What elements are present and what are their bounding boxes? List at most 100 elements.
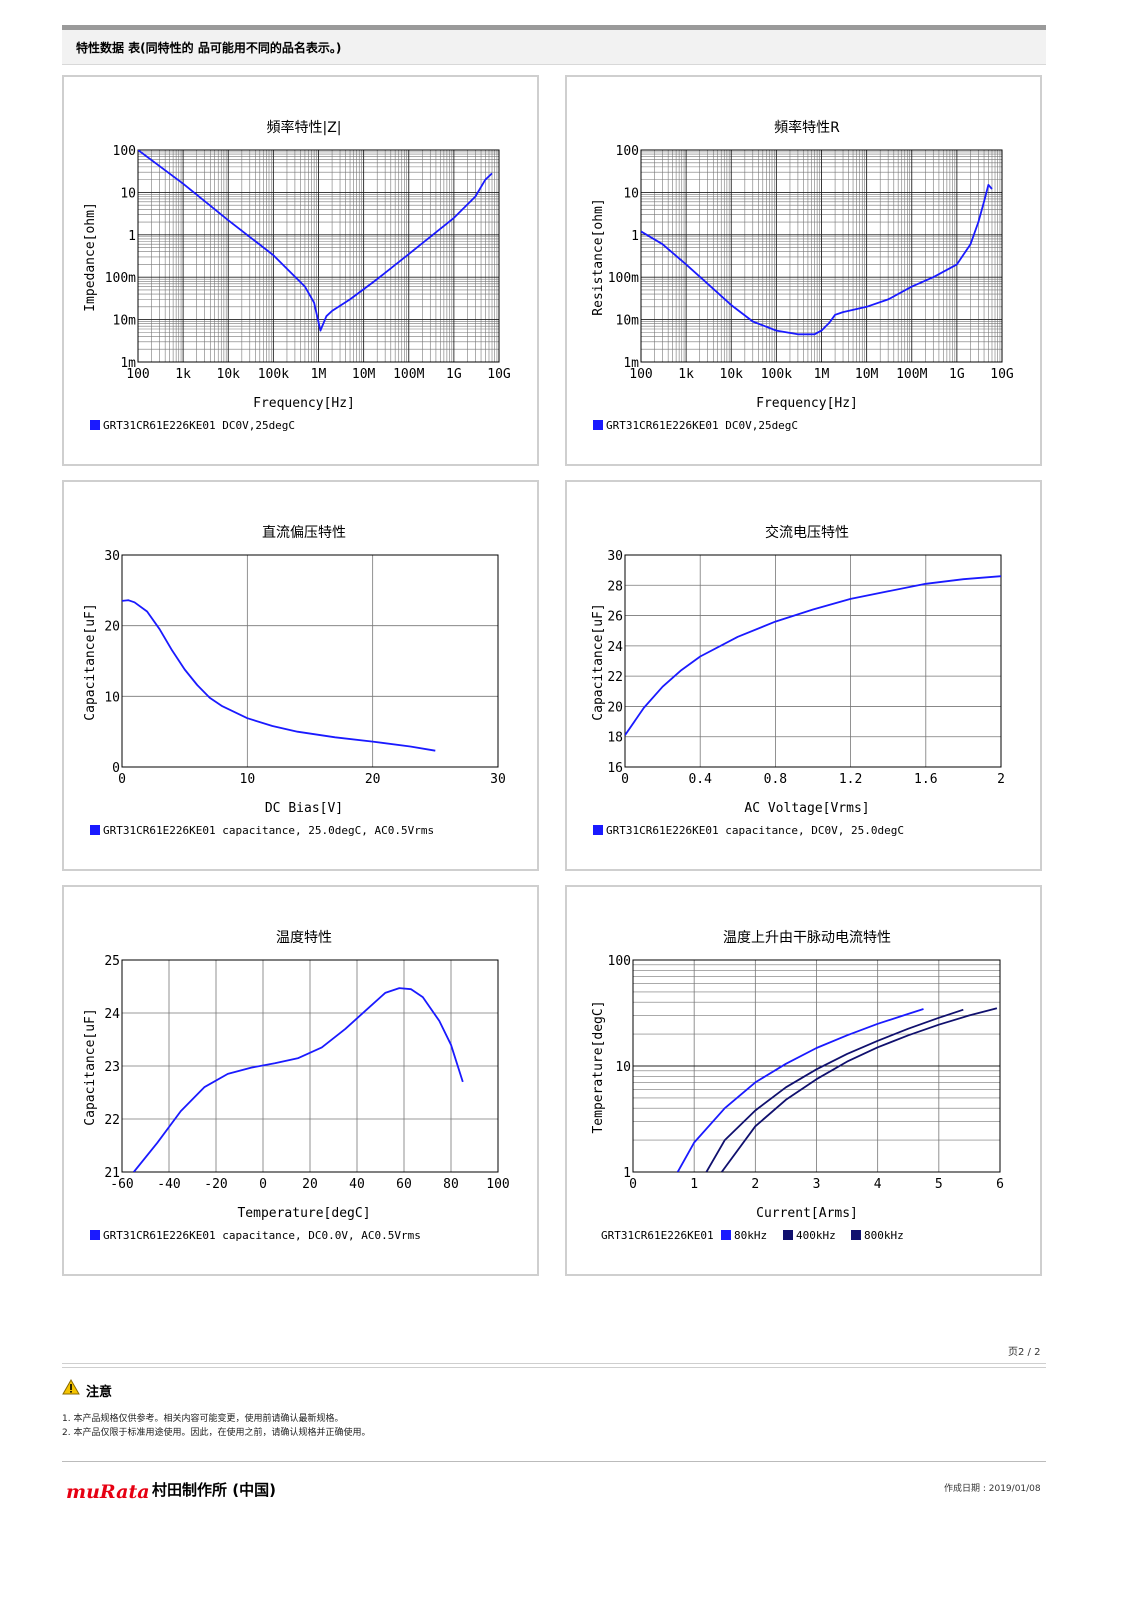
legend-swatch: [90, 825, 100, 835]
chart-panel-ripple-current: 温度上升由干脉动电流特性 0 1 2 3 4 5 6 1 10 100 Current[Arms] Te…: [565, 885, 1042, 1276]
y-tick-label: 100m: [608, 271, 639, 286]
x-tick-label: 100k: [761, 367, 792, 382]
notice-title: 注意: [86, 1385, 113, 1400]
x-tick-label: -60: [110, 1177, 133, 1192]
x-tick-label: 100: [629, 367, 652, 382]
series-line-1: [676, 1008, 924, 1172]
plot-frame: [137, 149, 500, 363]
x-tick-label: 0: [118, 772, 126, 787]
series-line-1: [122, 599, 436, 752]
x-tick-label: 10: [240, 772, 256, 787]
y-tick-label: 21: [104, 1166, 120, 1181]
plot-area: [624, 554, 1002, 768]
legend-swatch: [721, 1230, 731, 1240]
chart-impedance: 頻率特性|Z| 100 1k 10k 100k 1M 10M 100M 1G 10G 1m 10m 10…: [83, 119, 511, 432]
legend-swatch: [90, 1230, 100, 1240]
plot-frame: [640, 149, 1003, 363]
y-axis-label: Temperature[degC]: [591, 1000, 606, 1133]
y-tick-label: 24: [104, 1007, 120, 1022]
x-tick-label: 10G: [487, 367, 511, 382]
x-tick-label: 20: [302, 1177, 318, 1192]
y-tick-label: 100m: [105, 271, 136, 286]
y-axis-label: Impedance[ohm]: [83, 202, 98, 312]
x-tick-label: 30: [490, 772, 506, 787]
x-tick-label: 40: [349, 1177, 365, 1192]
y-tick-label: 1m: [623, 356, 639, 371]
x-tick-label: 20: [365, 772, 381, 787]
series-line-1: [138, 150, 493, 332]
x-tick-label: 100: [486, 1177, 509, 1192]
y-tick-label: 0: [112, 761, 120, 776]
x-tick-label: 100: [126, 367, 149, 382]
x-tick-label: 1M: [814, 367, 830, 382]
plot-frame: [121, 554, 499, 768]
y-axis-label: Capacitance[uF]: [83, 1008, 98, 1125]
x-tick-label: 1: [690, 1177, 698, 1192]
x-axis-label: Frequency[Hz]: [756, 396, 858, 411]
y-tick-label: 1m: [120, 356, 136, 371]
legend-swatch: [783, 1230, 793, 1240]
x-tick-label: 0: [629, 1177, 637, 1192]
y-tick-label: 100: [616, 144, 639, 159]
x-tick-label: 1G: [446, 367, 462, 382]
chart-panel-dc-bias: 直流偏压特性 0 10 20 30 0 10 20 30 DC Bias[V] Capacitanc…: [62, 480, 539, 871]
chart-title: 頻率特性R: [774, 119, 840, 136]
top-bar: [62, 25, 1046, 30]
y-tick-label: 23: [104, 1060, 120, 1075]
logo-text: muRata: [66, 1481, 150, 1503]
x-tick-label: 1k: [175, 367, 191, 382]
y-tick-label: 20: [607, 700, 623, 715]
y-axis-label: Resistance[ohm]: [591, 198, 606, 315]
murata-logo: muRata: [66, 1481, 150, 1503]
chart-panel-resistance: 頻率特性R 100 1k 10k 100k 1M 10M 100M 1G 10G 1m 10m 100m…: [565, 75, 1042, 466]
legend-prefix: GRT31CR61E226KE01: [601, 1229, 714, 1242]
y-axis-label: Capacitance[uF]: [83, 603, 98, 720]
x-tick-label: 0.8: [764, 772, 787, 787]
x-tick-label: 5: [935, 1177, 943, 1192]
x-tick-label: 100k: [258, 367, 289, 382]
y-tick-label: 10m: [113, 314, 137, 329]
x-tick-label: 0.4: [688, 772, 712, 787]
notice-line-2: 2. 本产品仅限于标准用途使用。因此，在使用之前，请确认规格并正确使用。: [62, 1428, 371, 1438]
chart-panel-ac-voltage: 交流电压特性 0 0.4 0.8 1.2 1.6 2 16 18 20 22 24 26 28 30 AC V…: [565, 480, 1042, 871]
x-tick-label: 1G: [949, 367, 965, 382]
chart-title: 交流电压特性: [765, 524, 849, 541]
chart-dc-bias: 直流偏压特性 0 10 20 30 0 10 20 30 DC Bias[V] Capacitanc…: [83, 524, 506, 837]
x-tick-label: 3: [813, 1177, 821, 1192]
x-axis-label: Current[Arms]: [756, 1206, 858, 1221]
y-tick-label: 1: [631, 229, 639, 244]
y-tick-label: 100: [113, 144, 136, 159]
x-tick-label: 100M: [393, 367, 424, 382]
legend-swatch: [593, 825, 603, 835]
x-axis-label: AC Voltage[Vrms]: [744, 801, 869, 816]
x-tick-label: -40: [157, 1177, 180, 1192]
y-tick-label: 10: [120, 186, 136, 201]
page-number: 页2 / 2: [1008, 1347, 1041, 1358]
x-tick-label: 2: [997, 772, 1005, 787]
series-line-1: [625, 575, 1001, 736]
x-tick-label: 100M: [896, 367, 927, 382]
x-tick-label: 10M: [855, 367, 879, 382]
y-tick-label: 28: [607, 579, 623, 594]
series-line-3: [720, 1007, 998, 1172]
x-tick-label: -20: [204, 1177, 227, 1192]
x-tick-label: 10k: [720, 367, 744, 382]
y-tick-label: 10: [615, 1060, 631, 1075]
y-axis-label: Capacitance[uF]: [591, 603, 606, 720]
header-bar: 特性数据 表(同特性的 品可能用不同的品名表示。): [62, 30, 1046, 65]
chart-title: 温度上升由干脉动电流特性: [723, 930, 891, 946]
x-tick-label: 6: [996, 1177, 1004, 1192]
warning-icon: [62, 1379, 80, 1395]
x-tick-label: 0: [259, 1177, 267, 1192]
y-tick-label: 16: [607, 761, 623, 776]
y-tick-label: 25: [104, 954, 120, 969]
series-line-2: [705, 1008, 964, 1172]
y-tick-label: 22: [607, 670, 623, 685]
plot-frame: [624, 554, 1002, 768]
x-tick-label: 1.6: [914, 772, 937, 787]
legend-label: 800kHz: [864, 1229, 904, 1242]
company-name: 村田制作所 (中国): [152, 1481, 276, 1499]
x-tick-label: 1.2: [839, 772, 862, 787]
x-tick-label: 10k: [217, 367, 241, 382]
x-tick-label: 1M: [311, 367, 327, 382]
